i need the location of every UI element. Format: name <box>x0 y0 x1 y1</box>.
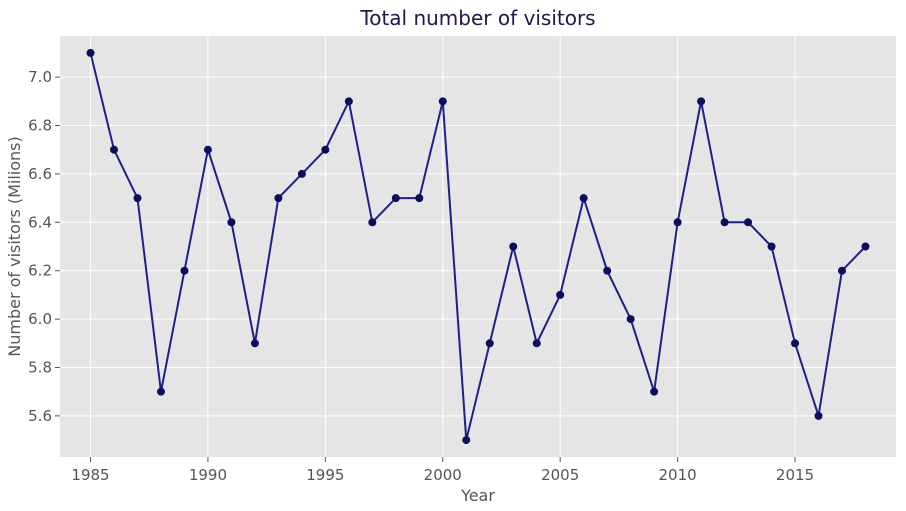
data-point <box>720 218 729 227</box>
x-axis-title: Year <box>460 486 495 505</box>
y-tick-label: 7.0 <box>28 68 52 86</box>
data-series <box>86 48 870 445</box>
data-point <box>626 315 635 324</box>
data-point <box>767 242 776 251</box>
data-point <box>86 48 95 57</box>
data-point <box>650 387 659 396</box>
data-point <box>556 290 565 299</box>
data-point <box>274 194 283 203</box>
x-tick-label: 2010 <box>659 466 697 484</box>
data-point <box>344 97 353 106</box>
y-tick-label: 6.8 <box>28 117 52 135</box>
data-point <box>297 169 306 178</box>
x-tick-label: 1990 <box>189 466 227 484</box>
data-point <box>110 145 119 154</box>
data-point <box>814 411 823 420</box>
x-tick-label: 2005 <box>541 466 579 484</box>
plot-area <box>60 36 896 457</box>
y-tick-label: 6.6 <box>28 165 52 183</box>
data-point <box>203 145 212 154</box>
y-tick-label: 6.2 <box>28 262 52 280</box>
y-tick-label: 6.0 <box>28 310 52 328</box>
x-tick-label: 1995 <box>306 466 344 484</box>
data-point <box>744 218 753 227</box>
y-tick-label: 6.4 <box>28 213 52 231</box>
chart-title: Total number of visitors <box>359 6 595 30</box>
data-point <box>532 339 541 348</box>
data-point <box>321 145 330 154</box>
data-point <box>791 339 800 348</box>
data-point <box>180 266 189 275</box>
data-point <box>837 266 846 275</box>
data-point <box>603 266 612 275</box>
data-point <box>509 242 518 251</box>
data-point <box>250 339 259 348</box>
x-tick-label: 1985 <box>71 466 109 484</box>
data-point <box>673 218 682 227</box>
data-point <box>156 387 165 396</box>
data-point <box>391 194 400 203</box>
data-point <box>485 339 494 348</box>
x-tick-label: 2000 <box>424 466 462 484</box>
grid-lines <box>60 36 896 457</box>
data-point <box>133 194 142 203</box>
data-point <box>415 194 424 203</box>
y-axis-title: Number of visitors (Milions) <box>5 136 24 357</box>
axis-ticks: 1985 1990 1995 2000 2005 2010 2015 5.6 5.8 6.0 6.2… <box>28 68 814 484</box>
data-point <box>462 436 471 445</box>
data-point <box>368 218 377 227</box>
series-line <box>89 52 867 441</box>
y-tick-label: 5.8 <box>28 358 52 376</box>
data-point <box>579 194 588 203</box>
data-point <box>697 97 706 106</box>
data-point <box>861 242 870 251</box>
y-tick-label: 5.6 <box>28 407 52 425</box>
x-tick-label: 2015 <box>776 466 814 484</box>
data-point <box>227 218 236 227</box>
data-point <box>438 97 447 106</box>
